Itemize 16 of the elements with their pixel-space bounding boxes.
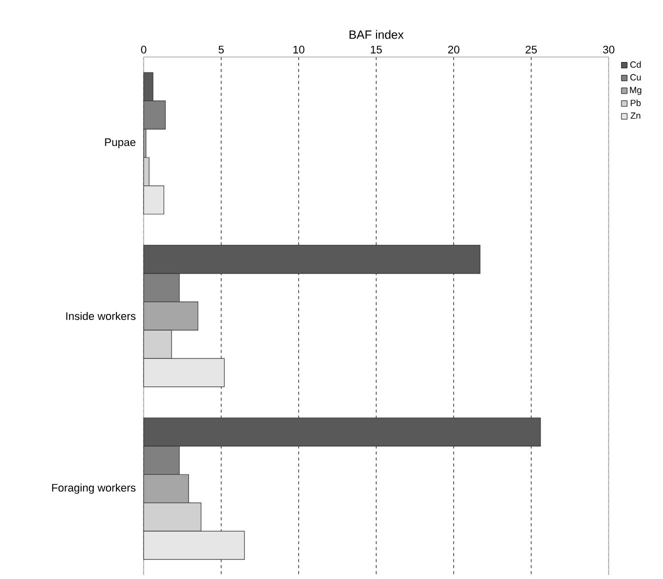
- x-tick-label: 20: [448, 46, 460, 54]
- legend-label: Cd: [630, 61, 641, 68]
- y-tick-label: Pupae: [105, 138, 136, 148]
- legend-label: Mg: [630, 86, 642, 95]
- legend-label: Cu: [630, 74, 641, 81]
- x-tick-label: 25: [526, 46, 537, 54]
- x-axis-title: BAF index: [350, 30, 404, 39]
- legend-label: Pb: [630, 100, 641, 106]
- x-tick-label: 30: [603, 46, 614, 54]
- legend-label: Zn: [630, 112, 640, 119]
- x-tick-label: 5: [218, 46, 224, 54]
- x-tick-label: 15: [370, 46, 382, 54]
- y-tick-label: Inside workers: [66, 312, 136, 320]
- x-tick-label: 10: [293, 46, 304, 54]
- y-tick-label: Foraging workers: [52, 484, 136, 494]
- x-tick-label: 0: [141, 46, 146, 54]
